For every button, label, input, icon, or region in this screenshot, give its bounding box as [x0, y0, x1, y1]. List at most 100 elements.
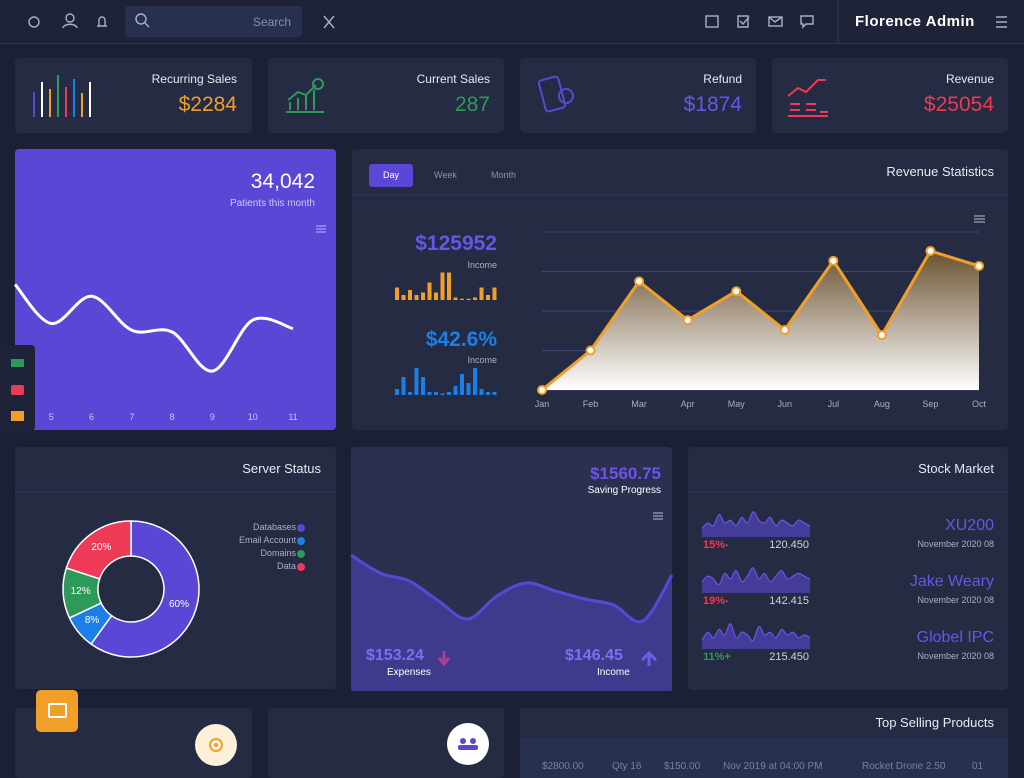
donut-segment: [89, 520, 200, 658]
chat-icon[interactable]: [800, 15, 814, 29]
stock-change: 11%+: [703, 651, 731, 663]
point: [876, 330, 887, 341]
sidebar-icon[interactable]: [11, 385, 24, 395]
income-label: Income: [597, 667, 630, 678]
search-box[interactable]: [125, 6, 302, 37]
mini-bar: [401, 295, 406, 300]
x-tick-label: Jun: [777, 399, 793, 409]
point: [974, 260, 984, 271]
point: [537, 385, 547, 395]
stock-name: Jake Weary: [909, 573, 994, 590]
legend-dot: [297, 524, 305, 532]
stat-label: Current Sales: [416, 72, 490, 86]
stat-value: $2284: [178, 93, 237, 116]
bell-icon[interactable]: [97, 16, 107, 27]
card-title: Server Status: [242, 461, 321, 476]
tab[interactable]: Month: [491, 170, 517, 180]
mini-bar: [479, 389, 484, 395]
legend-label: Data: [276, 561, 296, 571]
growth-value: $42.6%: [425, 328, 497, 351]
stat-label: Revenue: [945, 72, 994, 86]
stock-change: 15%-: [703, 539, 729, 551]
stat-value: 287: [454, 93, 490, 116]
mini-bar: [434, 392, 438, 395]
quick-sidebar: [0, 345, 35, 431]
mini-bar: [421, 292, 425, 300]
mini-bar: [492, 392, 497, 395]
saving-card: [351, 447, 672, 691]
line: [350, 553, 674, 624]
mini-bar: [395, 389, 399, 395]
x-tick-label: Jan: [534, 399, 550, 409]
x-tick-label: 8: [169, 412, 175, 422]
x-tick-label: 7: [129, 412, 135, 422]
mini-bar: [473, 368, 477, 395]
calendar-icon[interactable]: [705, 15, 719, 28]
x-tick-label: Jul: [827, 399, 840, 409]
expenses-value: $153.24: [366, 647, 424, 664]
data-label: 20%: [91, 542, 112, 554]
sidebar-icon[interactable]: [11, 359, 24, 367]
stat-label: Refund: [703, 72, 742, 86]
x-tick-label: 6: [89, 412, 95, 422]
legend-dot: [297, 563, 305, 571]
user-icon[interactable]: [65, 13, 75, 23]
patients-line: [13, 283, 294, 373]
growth-label: Income: [467, 355, 497, 365]
mini-bar: [473, 297, 477, 300]
x-tick-label: 10: [247, 412, 258, 422]
mini-bar: [460, 298, 464, 300]
point: [779, 324, 790, 335]
mini-bar: [447, 392, 451, 395]
legend-label: Databases: [252, 522, 296, 532]
mini-bar: [486, 392, 490, 395]
x-tick-label: 9: [209, 412, 215, 422]
saving-label: Saving Progress: [587, 485, 661, 496]
data-label: 8%: [84, 615, 100, 627]
mini-bar: [414, 295, 419, 300]
patients-value: 34,042: [250, 170, 315, 193]
sparkline-area: [702, 567, 810, 593]
stat-value: $25054: [923, 93, 994, 116]
mini-bar: [453, 297, 458, 300]
fullscreen-icon[interactable]: [323, 15, 335, 29]
point: [682, 315, 693, 326]
stock-price: 120.450: [769, 539, 809, 551]
x-tick-label: Mar: [631, 399, 647, 409]
card-title: Revenue Statistics: [886, 164, 994, 179]
x-tick-label: Sep: [922, 399, 939, 409]
mini-bar: [440, 272, 445, 300]
stat-card: [772, 58, 1008, 133]
mail-icon[interactable]: [768, 16, 783, 27]
mini-bar: [401, 377, 406, 395]
line: [541, 249, 980, 392]
data-label: 12%: [70, 586, 91, 598]
mini-bar: [460, 374, 464, 395]
mini-bar: [427, 392, 432, 395]
tab[interactable]: Week: [434, 170, 457, 180]
stock-price: 142.415: [769, 595, 809, 607]
tab[interactable]: Day: [383, 170, 400, 180]
sparkline-area: [702, 623, 810, 649]
mini-bar: [408, 290, 412, 300]
tasks-icon[interactable]: [737, 15, 750, 28]
mini-bar: [453, 386, 458, 395]
tab-active[interactable]: [369, 164, 413, 187]
menu-icon[interactable]: [996, 16, 1007, 28]
data-label: 60%: [169, 598, 190, 610]
search-placeholder[interactable]: Search: [253, 15, 292, 29]
bottom-icons: [195, 723, 489, 766]
legend-label: Domains: [260, 548, 296, 558]
patients-caption: Patients this month: [229, 198, 315, 209]
mini-bar: [447, 272, 451, 300]
sidebar-icon[interactable]: [11, 411, 24, 421]
settings-icon[interactable]: [28, 16, 40, 28]
table-cell: $150.00: [664, 761, 701, 772]
up-arrow: [640, 650, 658, 666]
table-cell: 01: [972, 761, 984, 772]
mini-bar: [479, 287, 484, 300]
point: [585, 345, 596, 356]
legend-dot: [297, 537, 305, 545]
chat-button[interactable]: [36, 690, 78, 732]
